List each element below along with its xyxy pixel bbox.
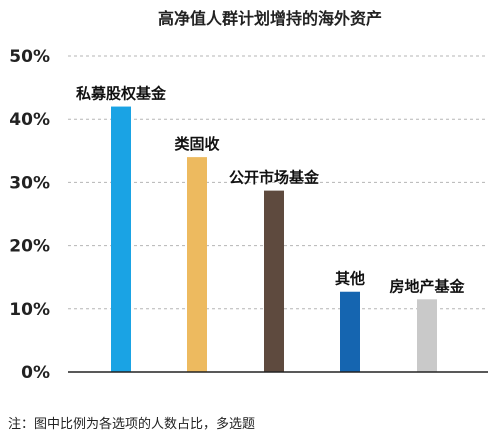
y-tick-label: 20% — [9, 237, 50, 257]
y-tick-label: 40% — [9, 110, 50, 130]
bar — [417, 299, 437, 372]
bar-category-label: 私募股权基金 — [75, 85, 167, 103]
bar — [111, 106, 131, 372]
y-tick-label: 0% — [21, 363, 50, 383]
bar — [187, 157, 207, 372]
chart-title: 高净值人群计划增持的海外资产 — [158, 9, 382, 28]
bar-category-label: 类固收 — [174, 135, 219, 153]
bars — [111, 106, 437, 372]
bar — [264, 190, 284, 372]
y-tick-label: 10% — [9, 300, 50, 320]
bar-category-label: 房地产基金 — [389, 277, 465, 295]
y-tick-label: 30% — [9, 173, 50, 193]
bar-category-label: 公开市场基金 — [229, 169, 320, 187]
y-axis-ticks: 0% 10% 20% 30% 40% 50% — [9, 47, 50, 383]
footnote: 注：图中比例为各选项的人数占比，多选题 — [8, 416, 255, 432]
bar — [340, 291, 360, 372]
y-tick-label: 50% — [9, 47, 50, 67]
bar-category-label: 其他 — [335, 270, 365, 288]
